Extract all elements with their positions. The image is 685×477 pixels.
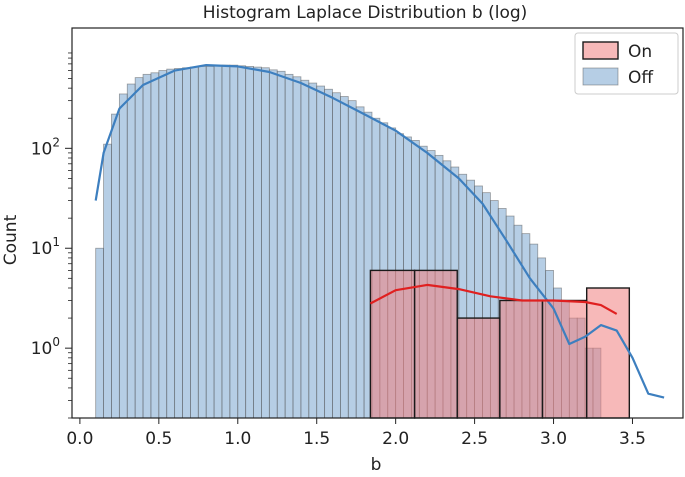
x-tick-label: 3.0 (540, 429, 567, 449)
bar-on (413, 269, 458, 419)
x-tick-label: 1.5 (303, 429, 330, 449)
bar-on (499, 299, 544, 419)
bar-off (142, 73, 152, 419)
bar-off (355, 106, 365, 419)
bar-off (229, 64, 239, 419)
bar-on (369, 269, 416, 419)
x-tick-label: 2.0 (382, 429, 409, 449)
legend-swatch-on (582, 41, 619, 60)
x-axis-label: b (371, 455, 382, 475)
bar-off (205, 66, 215, 419)
bar-off (316, 85, 326, 419)
bar-off (166, 68, 176, 419)
bar-off (174, 68, 183, 419)
y-tick-label: 100 (31, 335, 60, 359)
bar-off (276, 70, 286, 419)
legend-swatch-off (582, 67, 619, 86)
bar-off (150, 72, 160, 419)
bar-off (111, 113, 120, 419)
bar-off (158, 70, 168, 419)
bar-off (308, 82, 318, 419)
legend-label-off: Off (628, 68, 654, 88)
y-axis-label: Count (1, 214, 21, 265)
bar-off (134, 77, 144, 419)
bar-on (456, 317, 501, 419)
bar-off (339, 96, 349, 419)
bar-off (332, 92, 341, 419)
bar-off (197, 66, 207, 419)
bar-off (118, 93, 128, 419)
bar-off (237, 65, 247, 419)
x-tick-label: 0.5 (145, 429, 172, 449)
bar-off (324, 88, 333, 419)
x-tick-label: 3.5 (619, 429, 646, 449)
bar-off (182, 67, 191, 419)
bar-off (221, 64, 231, 419)
legend: On Off (574, 32, 679, 95)
y-tick-label: 101 (31, 235, 60, 259)
x-tick-label: 2.5 (461, 429, 488, 449)
bar-off (245, 66, 254, 419)
bar-off (103, 143, 112, 419)
bar-off (213, 65, 223, 419)
chart-title: Histogram Laplace Distribution b (log) (203, 3, 528, 23)
bar-off (292, 76, 302, 419)
bar-off (300, 79, 310, 419)
bar-off (261, 67, 270, 419)
axes: 0.0 0.5 1.0 1.5 2.0 2.5 3.0 3.5 100 101 102 (31, 27, 684, 449)
bar-on (541, 299, 588, 419)
kde-line-off (94, 63, 665, 399)
bar-off (347, 100, 357, 419)
bar-off (95, 247, 104, 419)
bar-off (190, 66, 199, 419)
plot-frame (71, 27, 684, 419)
kde-line-on (369, 283, 618, 315)
bar-off (126, 83, 136, 419)
y-tick-label: 102 (31, 135, 60, 159)
legend-label-on: On (628, 42, 652, 62)
bar-off (268, 69, 278, 419)
plot-area (94, 63, 665, 419)
bar-off (284, 73, 294, 419)
x-tick-label: 1.0 (224, 429, 251, 449)
bar-off (253, 66, 262, 419)
bar-on (585, 287, 631, 419)
x-tick-label: 0.0 (66, 429, 93, 449)
